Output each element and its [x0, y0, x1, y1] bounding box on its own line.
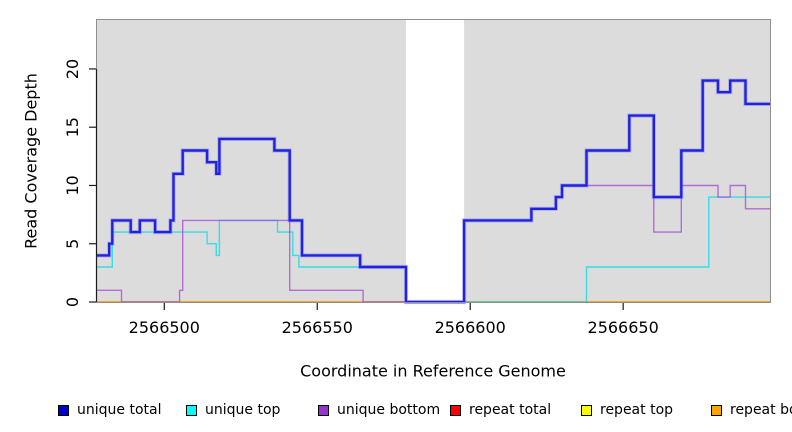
legend-swatch-icon: [58, 404, 69, 416]
y-tick-label: 10: [63, 175, 82, 195]
legend-label: repeat total: [469, 402, 552, 418]
legend-label: repeat top: [600, 402, 674, 418]
legend-swatch-icon: [711, 404, 722, 416]
x-tick-label: 2566500: [129, 318, 200, 337]
legend-item-repeat-top: repeat top: [581, 402, 673, 418]
series-line-unique-top: [97, 196, 770, 303]
legend-swatch-icon: [186, 404, 197, 416]
x-tick-label: 2566650: [588, 318, 659, 337]
y-tick-label: 0: [63, 297, 82, 307]
legend-label: unique total: [77, 402, 162, 418]
legend-item-repeat-total: repeat total: [450, 402, 551, 418]
x-tick-label: 2566550: [282, 318, 353, 337]
x-axis-title: Coordinate in Reference Genome: [300, 361, 566, 381]
legend-swatch-icon: [318, 404, 329, 416]
legend-label: repeat bottom: [730, 402, 792, 418]
legend-swatch-icon: [450, 404, 461, 416]
masked-region-band: [405, 20, 465, 302]
y-tick-label: 20: [63, 59, 82, 79]
legend-label: unique top: [205, 402, 281, 418]
legend-item-repeat-bottom: repeat bottom: [711, 402, 792, 418]
legend-item-unique-bottom: unique bottom: [318, 402, 440, 418]
series-line-unique-total: [97, 79, 770, 304]
legend-item-unique-total: unique total: [58, 402, 161, 418]
x-tick-label: 2566600: [435, 318, 506, 337]
y-axis-title: Read Coverage Depth: [21, 73, 41, 249]
legend-swatch-icon: [581, 404, 592, 416]
legend-item-unique-top: unique top: [186, 402, 280, 418]
y-tick-label: 15: [63, 117, 82, 137]
y-tick-label: 5: [63, 239, 82, 249]
legend-label: unique bottom: [337, 402, 441, 418]
